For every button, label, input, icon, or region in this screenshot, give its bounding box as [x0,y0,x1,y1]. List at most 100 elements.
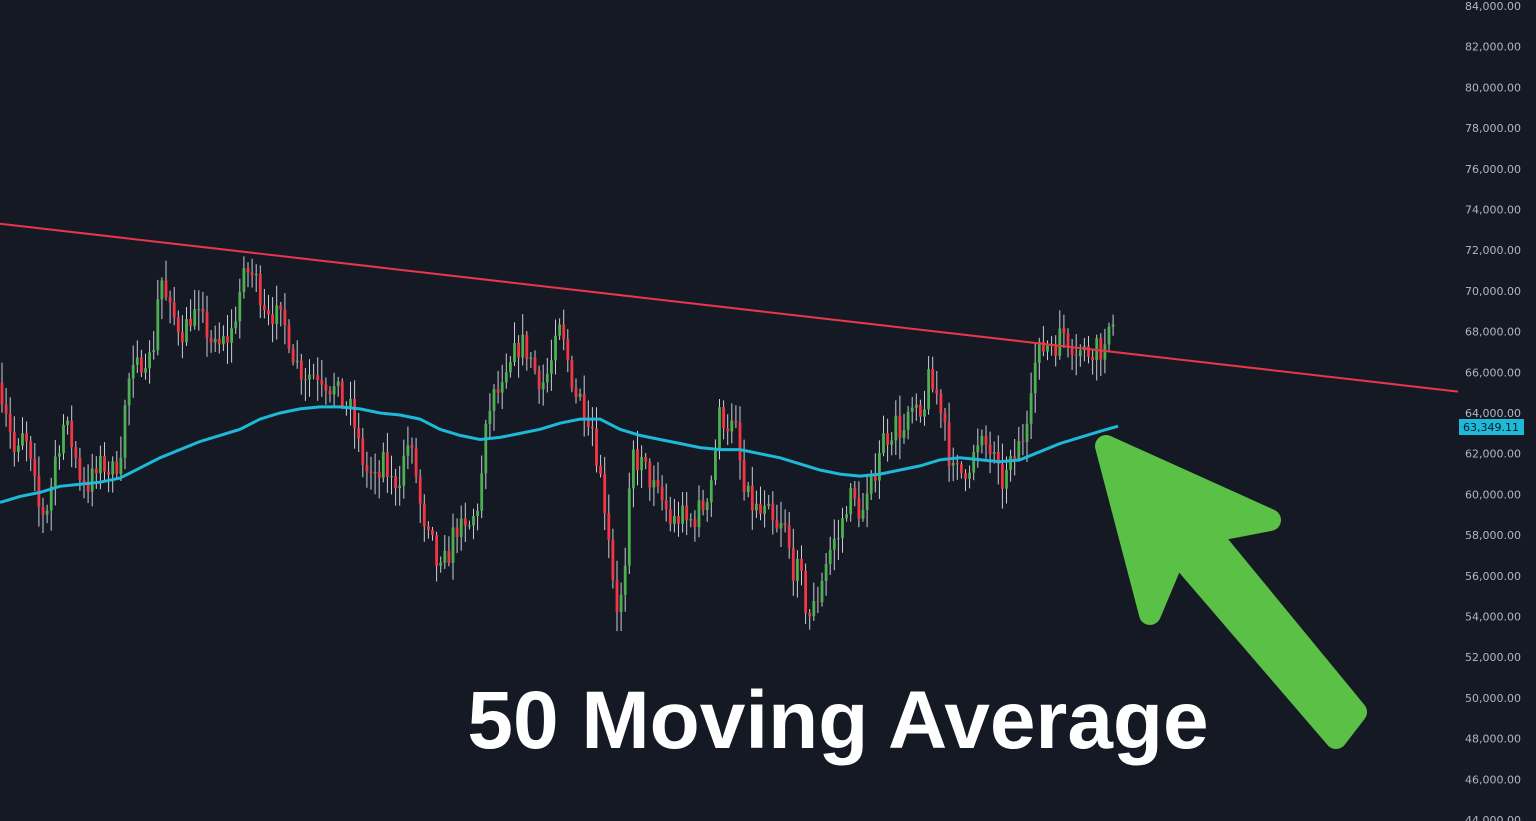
candle-bullish [718,407,721,451]
candle-bullish [1033,362,1037,394]
candle-bearish [246,268,250,273]
candle-bullish [468,525,471,527]
y-tick-label: 82,000.00 [1465,41,1521,54]
candle-bearish [250,272,254,276]
candle-bullish [58,453,61,457]
chart-annotation-title: 50 Moving Average [467,675,1208,766]
candle-bearish [299,360,303,380]
candle-bullish [902,430,906,438]
candle-bearish [115,461,119,474]
candle-bearish [357,428,361,439]
candle-bearish [70,420,74,448]
y-tick-label: 72,000.00 [1465,244,1521,257]
y-tick-label: 56,000.00 [1465,570,1521,583]
candle-bearish [582,393,586,418]
candle-bullish [779,522,783,529]
y-tick-label: 50,000.00 [1465,692,1521,705]
candle-bearish [607,513,611,541]
candle-bearish [414,448,418,477]
candle-bearish [533,357,537,371]
candle-bullish [845,514,848,519]
candle-bullish [127,378,131,406]
candle-bearish [599,465,602,474]
candle-bullish [869,474,873,494]
ma-price-tag-label: 63,349.11 [1463,421,1519,434]
candle-bearish [455,527,459,537]
candle-bearish [0,382,4,405]
y-tick-label: 70,000.00 [1465,285,1521,298]
candle-bearish [611,540,615,580]
candle-bullish [1025,423,1029,442]
candle-bearish [800,558,803,571]
candle-bullish [578,393,582,397]
candle-bearish [209,337,213,343]
candle-bearish [320,380,324,385]
candle-bearish [103,455,106,472]
candle-bullish [336,381,340,387]
candle-bullish [1009,456,1012,470]
arrow-icon [1095,435,1367,749]
candle-bullish [459,518,463,537]
candle-bullish [882,433,885,453]
candle-bearish [935,389,939,394]
candle-bullish [185,319,188,343]
candle-bullish [373,472,377,474]
candle-bullish [197,309,201,310]
candle-bullish [504,372,508,383]
candle-bullish [349,399,352,409]
candle-bearish [427,526,430,530]
candle-bullish [972,452,976,473]
candle-bullish [402,455,406,486]
candle-bullish [521,334,525,358]
moving-average-line [0,405,1119,504]
y-tick-label: 58,000.00 [1465,529,1521,542]
candle-bullish [1111,324,1115,327]
candle-bearish [964,473,967,479]
candle-bullish [689,519,693,521]
candle-bullish [45,510,49,515]
y-tick-label: 78,000.00 [1465,122,1521,135]
candles-group [0,256,1115,632]
candle-bullish [156,299,160,351]
candle-bullish [398,485,402,488]
candle-bullish [21,433,24,446]
candle-bearish [140,357,143,373]
candle-bearish [86,483,90,492]
candle-bullish [230,328,233,343]
candle-bullish [812,601,816,617]
candle-bullish [472,516,475,526]
candle-bullish [673,516,676,524]
candle-bearish [386,452,389,477]
candle-bearish [12,431,16,452]
candle-bearish [279,305,283,310]
candle-bearish [447,550,451,563]
candle-bearish [750,485,754,511]
candle-bearish [1091,356,1094,361]
candle-bullish [550,360,553,374]
candle-bullish [123,405,127,458]
candle-bearish [943,413,947,423]
candle-bearish [205,312,209,338]
candle-bearish [726,428,730,432]
candle-bullish [238,292,242,322]
candle-bullish [697,500,701,528]
candle-bullish [1107,326,1111,345]
candle-bullish [295,360,299,363]
candle-bullish [119,457,123,474]
candle-bearish [365,465,369,472]
candle-bearish [615,580,619,613]
candle-bullish [275,305,279,325]
y-tick-label: 64,000.00 [1465,407,1521,420]
candle-bullish [451,527,455,563]
candle-bearish [517,343,520,358]
candle-bullish [890,440,894,445]
y-tick-label: 74,000.00 [1465,204,1521,217]
candle-bearish [422,503,426,527]
candle-bearish [939,393,943,414]
descending-trendline [0,222,1459,393]
candle-bearish [258,273,262,306]
y-tick-label: 48,000.00 [1465,733,1521,746]
candle-bullish [705,502,709,511]
candle-bearish [648,461,652,488]
candle-bearish [8,414,12,432]
